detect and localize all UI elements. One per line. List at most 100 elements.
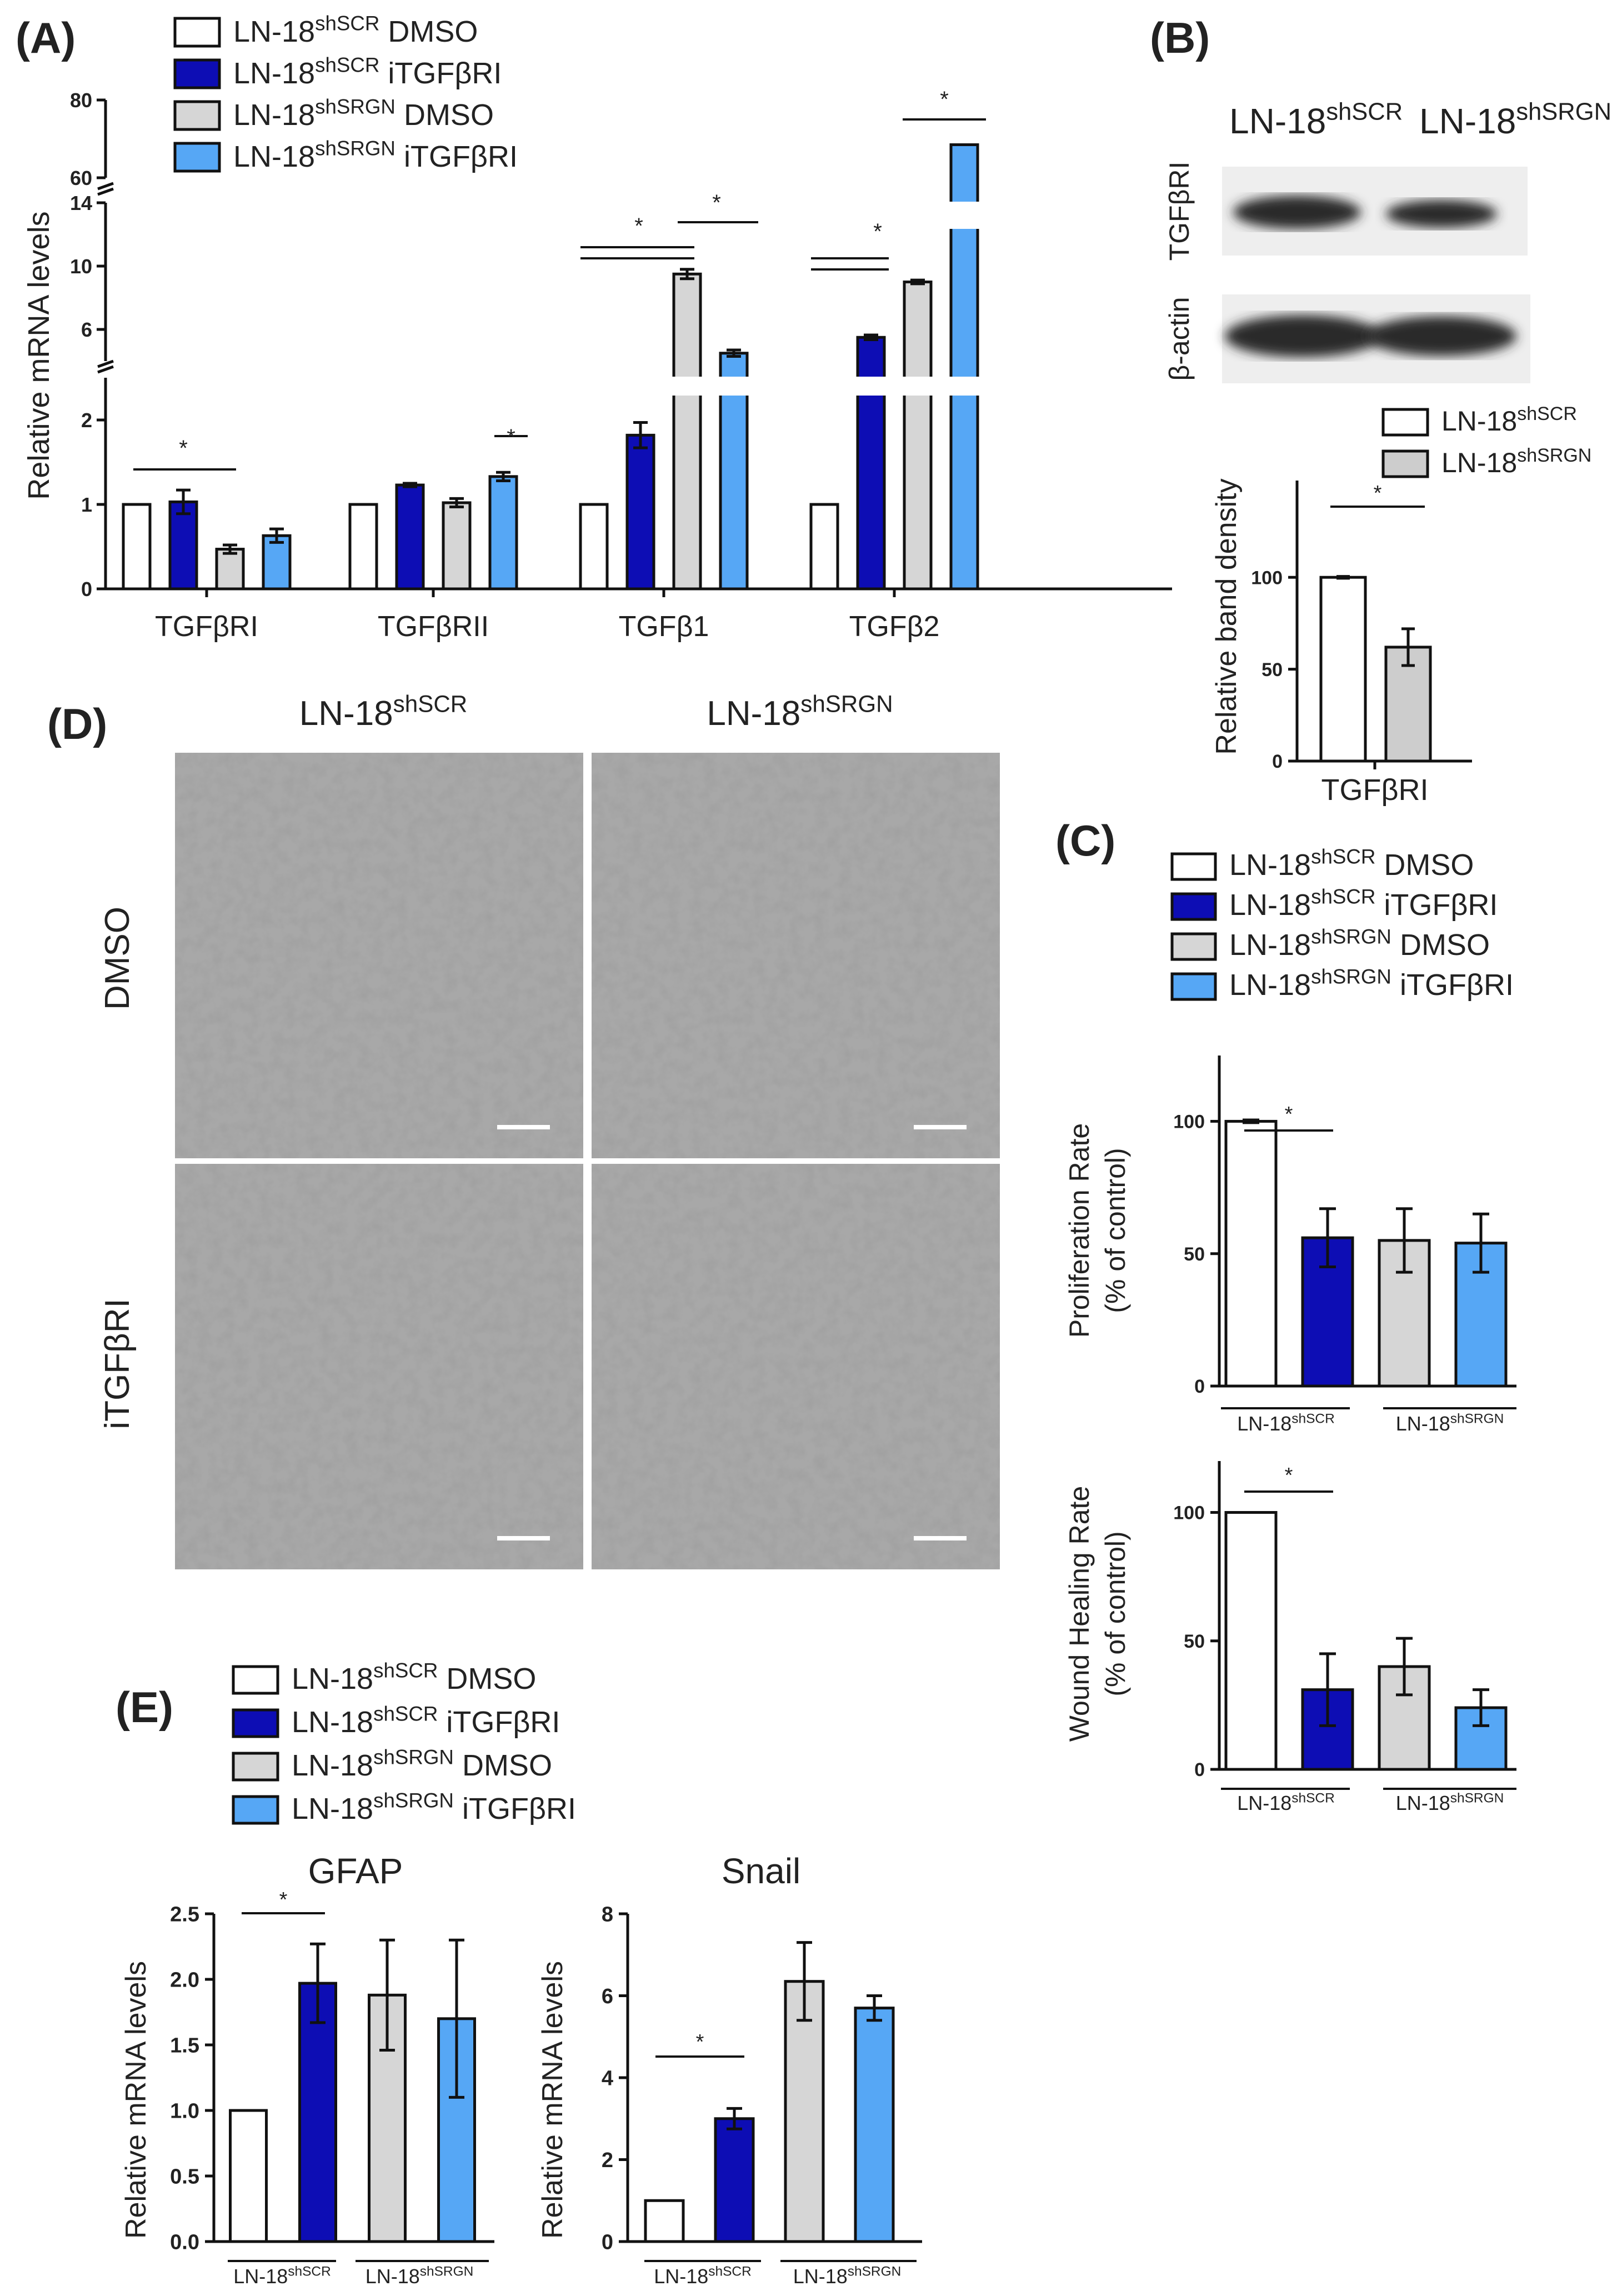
a-bar-break-3-2 [902, 377, 933, 396]
a-errorbar-2-3 [727, 348, 741, 358]
a-xtick-label-0: TGFβRI [155, 611, 258, 643]
a-bar-3-0 [809, 503, 839, 591]
legend-a-swatch-0 [173, 17, 221, 48]
c2-errorbar-3 [1473, 1688, 1489, 1727]
a-sig-star-1: * [507, 425, 515, 449]
c2-bar-3 [1454, 1706, 1508, 1771]
a-sig-star-5: * [940, 87, 949, 112]
c2-group-label-1: LN-18shSRGN [1396, 1790, 1504, 1814]
blot-lane-label-0: LN-18shSCR [1229, 99, 1403, 141]
a-bar-2-2 [672, 272, 702, 591]
panel-letter-b: (B) [1150, 13, 1210, 62]
a-bar-3-2 [903, 281, 933, 591]
e1-errorbar-3 [449, 1938, 464, 2099]
ylabel-c2-line2: (% of control) [1100, 1531, 1131, 1696]
c2-errorbar-1 [1319, 1652, 1336, 1727]
e2-bar-0 [644, 2199, 685, 2243]
legend-e: LN-18shSCR DMSO LN-18shSCR iTGFβRI LN-18sh… [232, 1659, 576, 1825]
legend-b: LN-18shSCR LN-18shSRGN [1381, 403, 1591, 478]
a-ytick-label-1-2: 14 [70, 192, 92, 214]
legend-c-label-3: LN-18shSRGN iTGFβRI [1229, 965, 1514, 1002]
e1-group-label-0: LN-18shSCR [233, 2264, 331, 2288]
e2-ytick-label-0: 0 [602, 2231, 613, 2254]
chart-c-proliferation: Proliferation Rate (% of control) 0 50 100… [1064, 1056, 1516, 1435]
a-axis-break-0-b [97, 359, 114, 368]
e2-bar-3 [854, 2007, 895, 2243]
title-e-snail: Snail [722, 1851, 800, 1891]
e1-errorbar-1 [310, 1942, 326, 2024]
a-errorbar-3-1 [864, 333, 878, 342]
a-ytick-label-2-1: 80 [70, 89, 92, 112]
ylabel-c1-line1: Proliferation Rate [1064, 1123, 1095, 1338]
c2-errorbar-2 [1396, 1637, 1413, 1697]
a-errorbar-1-3 [496, 471, 510, 482]
panel-letter-d: (D) [47, 699, 107, 748]
legend-a-label-0: LN-18shSCR DMSO [233, 12, 478, 48]
ylabel-b: Relative band density [1210, 478, 1243, 754]
a-axis-break-0-a [97, 365, 114, 374]
title-e-gfap: GFAP [308, 1851, 403, 1891]
c1-errorbar-2 [1396, 1207, 1413, 1274]
e2-bar-1 [714, 2117, 755, 2243]
a-sig-star-0: * [179, 436, 188, 461]
legend-a-label-3: LN-18shSRGN iTGFβRI [233, 137, 518, 173]
panel-letter-e: (E) [116, 1683, 173, 1732]
micrograph-scalebar-0 [497, 1125, 550, 1129]
e1-ytick-label-3: 1.5 [170, 2034, 199, 2058]
western-blot: TGFβRI β-actin [1164, 162, 1530, 383]
c1-ytick-label-1: 50 [1184, 1244, 1205, 1265]
a-ytick-label-0-0: 0 [81, 578, 92, 601]
a-errorbar-0-1 [176, 488, 191, 516]
chart-e-gfap: GFAP Relative mRNA levels 0.0 0.5 1.0 1.5 2.… [120, 1851, 494, 2288]
c1-errorbar-1 [1319, 1207, 1336, 1269]
micrograph-row-label-1: iTGFβRI [98, 1298, 137, 1429]
e2-group-label-1: LN-18shSRGN [793, 2264, 902, 2288]
micrograph-row-label-0: DMSO [98, 907, 137, 1010]
a-ytick-label-0-1: 1 [81, 493, 92, 516]
a-errorbar-0-3 [269, 527, 284, 544]
band-actin-lane2 [1366, 316, 1516, 356]
c2-ytick-label-1: 50 [1184, 1631, 1205, 1652]
ylabel-a: Relative mRNA levels [22, 211, 56, 499]
a-bar-break-2-2 [672, 377, 703, 396]
b-ytick-label-2: 100 [1251, 567, 1283, 588]
a-axis-break-1-b [97, 182, 114, 191]
legend-e-label-0: LN-18shSCR DMSO [292, 1659, 536, 1695]
blot-lane-label-1: LN-18shSRGN [1419, 99, 1611, 141]
e1-ytick-label-2: 1.0 [170, 2100, 199, 2123]
a-bar-2-1 [625, 433, 655, 591]
legend-b-swatch-0 [1381, 408, 1429, 437]
e2-bar-2 [784, 1980, 825, 2243]
e1-ytick-label-0: 0.0 [170, 2231, 199, 2254]
chart-c-wound: Wound Healing Rate (% of control) 0 50 100… [1064, 1461, 1516, 1814]
micrograph-scalebar-2 [497, 1536, 550, 1540]
panel-letter-c: (C) [1055, 816, 1115, 865]
a-bar-2-0 [579, 503, 609, 591]
ylabel-c2-line1: Wound Healing Rate [1064, 1486, 1095, 1742]
legend-e-swatch-3 [232, 1795, 279, 1825]
micrograph-grid: LN-18shSCR LN-18shSRGN DMSO iTGFβRI [98, 691, 1000, 1569]
a-xtick-label-2: TGFβ1 [619, 611, 709, 643]
legend-a-swatch-3 [173, 142, 221, 173]
c1-sig-star: * [1285, 1103, 1293, 1126]
panel-letter-a: (A) [16, 13, 76, 62]
legend-e-label-2: LN-18shSRGN DMSO [292, 1745, 552, 1782]
legend-a: LN-18shSCR DMSO LN-18shSCR iTGFβRI LN-18sh… [173, 12, 518, 173]
e2-ytick-label-1: 2 [602, 2149, 613, 2172]
a-bar-break2-3-3 [949, 202, 980, 229]
ylabel-e-gfap: Relative mRNA levels [120, 1961, 152, 2239]
legend-a-swatch-1 [173, 58, 221, 89]
e1-group-label-1: LN-18shSRGN [366, 2264, 474, 2288]
e1-ytick-label-4: 2.0 [170, 1969, 199, 1992]
a-bar-0-3 [262, 534, 292, 591]
e1-sig-star: * [279, 1888, 288, 1912]
b-sig-star: * [1374, 482, 1382, 505]
legend-c-label-1: LN-18shSCR iTGFβRI [1229, 885, 1498, 922]
e1-ytick-label-5: 2.5 [170, 1903, 199, 1927]
a-bar-1-0 [348, 503, 378, 591]
a-bar-1-3 [488, 475, 518, 591]
micrograph-texture-1 [592, 753, 1000, 1158]
a-bar-3-1 [856, 336, 886, 591]
a-sig-star-3: * [712, 191, 721, 215]
